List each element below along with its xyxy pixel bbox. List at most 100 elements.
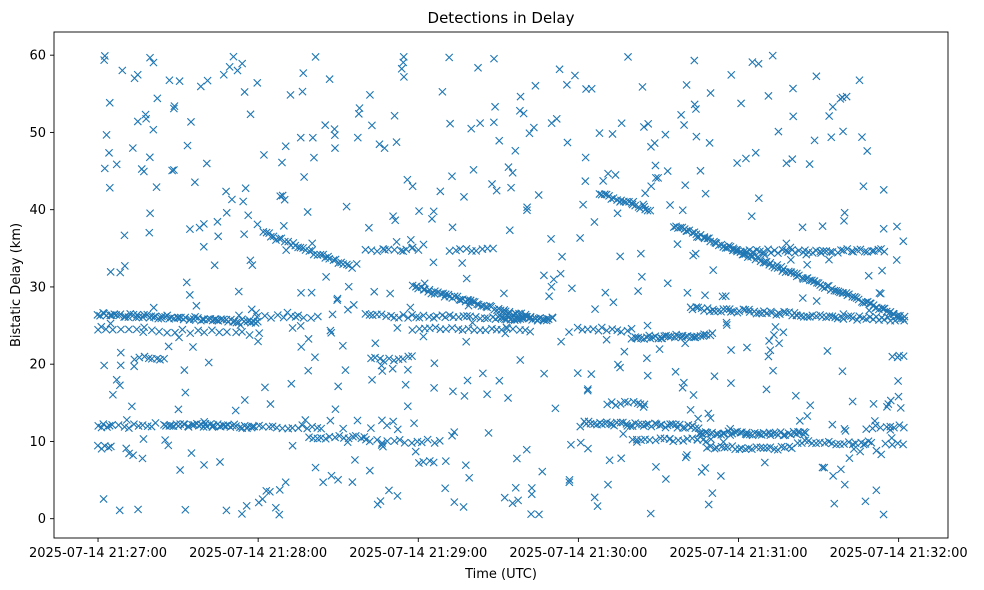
detection-marker [800, 427, 809, 436]
detection-marker [152, 183, 161, 192]
detection-marker [114, 421, 123, 430]
detection-marker [683, 227, 691, 236]
detection-marker [330, 125, 339, 134]
detection-marker [719, 305, 728, 314]
detection-marker [735, 445, 744, 454]
detection-marker [849, 247, 858, 256]
detection-marker [818, 463, 827, 472]
detection-marker [812, 278, 821, 287]
detection-marker [692, 232, 701, 241]
detection-marker [408, 243, 417, 252]
detection-marker [745, 305, 754, 314]
detection-marker [766, 346, 775, 355]
detection-marker [341, 366, 350, 375]
detection-marker [183, 141, 192, 150]
detection-marker [185, 225, 194, 234]
detection-marker [492, 186, 501, 195]
detection-marker [280, 195, 289, 204]
detection-marker [770, 246, 779, 255]
detection-marker [878, 266, 887, 275]
detection-marker [862, 425, 871, 434]
detection-marker [547, 234, 556, 243]
detection-marker [260, 383, 269, 392]
detection-marker [742, 430, 751, 439]
detection-marker [112, 375, 121, 384]
detection-marker [447, 172, 456, 181]
detection-marker [768, 51, 777, 60]
detection-marker [678, 206, 687, 215]
detection-marker [604, 169, 613, 178]
detection-marker [700, 330, 709, 339]
detection-marker [287, 379, 296, 388]
detection-marker [233, 66, 242, 75]
detection-marker [375, 140, 384, 149]
detection-marker [138, 454, 147, 463]
detection-marker [222, 187, 231, 196]
detection-marker [298, 87, 307, 96]
detection-marker [769, 331, 778, 340]
detection-marker [661, 475, 670, 484]
detection-marker [379, 356, 388, 365]
detection-marker [222, 506, 231, 515]
detection-marker [855, 76, 864, 85]
detection-marker [343, 305, 352, 314]
detection-marker [750, 428, 759, 437]
detection-marker [404, 313, 413, 322]
detection-marker [760, 251, 769, 260]
detection-marker [859, 440, 868, 449]
detection-marker [692, 332, 701, 341]
detection-marker [583, 444, 592, 453]
detection-marker [755, 309, 764, 318]
detection-marker [365, 90, 374, 99]
detection-marker [719, 437, 728, 446]
detection-marker [848, 397, 857, 406]
detection-marker [695, 429, 704, 438]
detection-marker [607, 398, 616, 407]
detection-marker [397, 64, 406, 73]
detection-marker [296, 243, 305, 252]
detection-marker [760, 458, 769, 467]
detection-marker [489, 244, 498, 253]
detection-marker [823, 346, 832, 355]
detection-marker [212, 316, 221, 325]
detection-marker [180, 366, 189, 375]
detection-marker [842, 288, 851, 297]
detection-marker [215, 328, 224, 337]
detection-marker [727, 346, 736, 355]
detection-marker [471, 312, 480, 321]
detection-marker [307, 246, 316, 255]
detection-marker [462, 274, 471, 283]
detection-marker [325, 254, 334, 263]
detection-marker [836, 288, 845, 297]
detection-marker [127, 402, 136, 411]
detection-marker [167, 313, 176, 322]
detection-marker [628, 200, 637, 209]
detection-marker [518, 314, 527, 323]
detection-marker [710, 372, 719, 381]
detection-marker [187, 449, 196, 458]
detection-marker [173, 313, 182, 322]
detection-marker [848, 292, 857, 301]
detection-marker [681, 453, 690, 462]
detection-marker [634, 333, 643, 342]
detection-marker [350, 455, 359, 464]
detection-marker [250, 422, 259, 431]
detection-marker [299, 313, 308, 322]
detection-marker [248, 422, 257, 431]
detection-marker [456, 296, 465, 305]
detection-marker [735, 307, 744, 315]
detection-marker [417, 438, 426, 447]
detection-marker [446, 119, 455, 128]
detection-marker [118, 66, 127, 75]
detection-marker [344, 282, 353, 291]
detection-marker [425, 456, 434, 465]
detection-marker [853, 315, 862, 324]
detection-marker [566, 440, 575, 449]
detection-marker [721, 292, 730, 301]
detection-marker [608, 325, 617, 334]
detection-marker [641, 205, 650, 214]
detection-marker [642, 420, 651, 429]
x-tick-label: 2025-07-14 21:32:00 [830, 546, 968, 561]
detection-marker [840, 439, 849, 448]
detection-marker [567, 284, 576, 293]
